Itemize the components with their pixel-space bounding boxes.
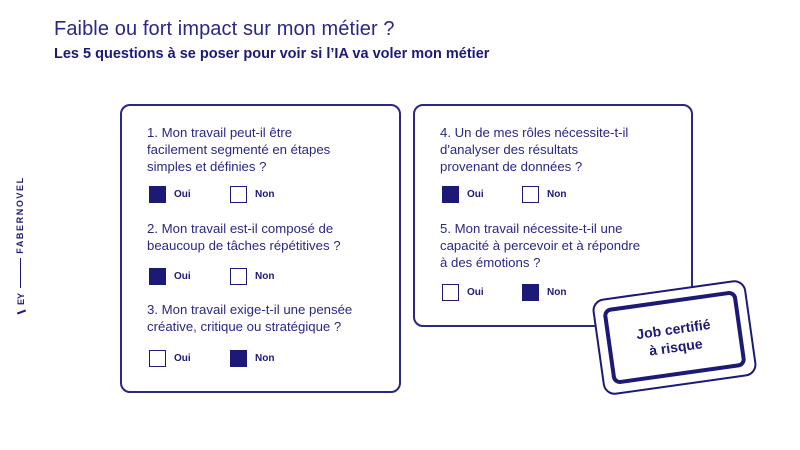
question-3: 3. Mon travail exige-t-il une pensée cré… xyxy=(147,301,352,335)
questions-card-right: 4. Un de mes rôles nécessite-t-il d'anal… xyxy=(413,104,693,327)
page-title: Faible ou fort impact sur mon métier ? xyxy=(54,18,395,40)
question-4-line: provenant de données ? xyxy=(440,159,583,174)
page-subtitle: Les 5 questions à se poser pour voir si … xyxy=(54,46,490,62)
question-2-option-non[interactable]: Non xyxy=(230,268,274,285)
question-1-option-non[interactable]: Non xyxy=(230,186,274,203)
checkbox-checked[interactable] xyxy=(149,268,166,285)
question-3-option-non[interactable]: Non xyxy=(230,350,274,367)
brand-divider xyxy=(20,258,21,288)
question-2-option-oui[interactable]: Oui xyxy=(149,268,191,285)
question-2-line: 2. Mon travail est-il composé de xyxy=(147,221,334,236)
option-label: Oui xyxy=(467,287,484,298)
risk-stamp-inner: Job certifié à risque xyxy=(602,289,747,386)
ey-logo-mark xyxy=(16,309,27,315)
question-3-line: créative, critique ou stratégique ? xyxy=(147,319,342,334)
checkbox-checked[interactable] xyxy=(149,186,166,203)
question-5-line: à des émotions ? xyxy=(440,255,541,270)
option-label: Non xyxy=(255,271,275,282)
option-label: Oui xyxy=(174,271,191,282)
question-4-option-oui[interactable]: Oui xyxy=(442,186,484,203)
question-1-line: facilement segmenté en étapes xyxy=(147,142,331,157)
checkbox-checked[interactable] xyxy=(442,186,459,203)
question-5-line: 5. Mon travail nécessite-t-il une xyxy=(440,221,623,236)
question-1: 1. Mon travail peut-il être facilement s… xyxy=(147,124,330,175)
question-4-line: 4. Un de mes rôles nécessite-t-il xyxy=(440,125,629,140)
option-label: Oui xyxy=(467,189,484,200)
question-2-line: beaucoup de tâches répétitives ? xyxy=(147,238,341,253)
option-label: Non xyxy=(547,189,567,200)
brand-vertical: FABERNOVEL EY xyxy=(14,150,28,320)
checkbox-unchecked[interactable] xyxy=(230,186,247,203)
checkbox-unchecked[interactable] xyxy=(522,186,539,203)
question-2: 2. Mon travail est-il composé de beaucou… xyxy=(147,220,341,254)
option-label: Non xyxy=(255,189,275,200)
question-4: 4. Un de mes rôles nécessite-t-il d'anal… xyxy=(440,124,628,175)
question-1-line: simples et définies ? xyxy=(147,159,267,174)
checkbox-unchecked[interactable] xyxy=(230,268,247,285)
option-label: Non xyxy=(547,287,567,298)
option-label: Oui xyxy=(174,189,191,200)
checkbox-unchecked[interactable] xyxy=(442,284,459,301)
question-1-option-oui[interactable]: Oui xyxy=(149,186,191,203)
checkbox-checked[interactable] xyxy=(522,284,539,301)
question-4-option-non[interactable]: Non xyxy=(522,186,566,203)
checkbox-unchecked[interactable] xyxy=(149,350,166,367)
option-label: Non xyxy=(255,353,275,364)
checkbox-checked[interactable] xyxy=(230,350,247,367)
ey-logo: EY xyxy=(16,293,26,306)
question-5-line: capacité à percevoir et à répondre xyxy=(440,238,641,253)
question-5-option-non[interactable]: Non xyxy=(522,284,566,301)
option-label: Oui xyxy=(174,353,191,364)
question-3-option-oui[interactable]: Oui xyxy=(149,350,191,367)
fabernovel-logo: FABERNOVEL xyxy=(15,176,25,254)
question-3-line: 3. Mon travail exige-t-il une pensée xyxy=(147,302,353,317)
question-4-line: d'analyser des résultats xyxy=(440,142,579,157)
risk-stamp: Job certifié à risque xyxy=(591,278,758,397)
question-1-line: 1. Mon travail peut-il être xyxy=(147,125,293,140)
question-5: 5. Mon travail nécessite-t-il une capaci… xyxy=(440,220,640,271)
questions-card-left: 1. Mon travail peut-il être facilement s… xyxy=(120,104,401,393)
question-5-option-oui[interactable]: Oui xyxy=(442,284,484,301)
